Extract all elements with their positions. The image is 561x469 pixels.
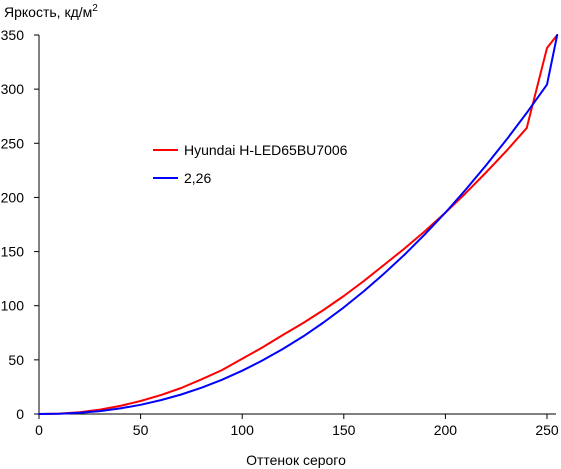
y-tick-label: 50 (8, 352, 24, 368)
x-tick-label: 250 (535, 422, 559, 438)
y-tick-label: 300 (1, 81, 25, 97)
legend-label-1: Hyundai H-LED65BU7006 (184, 142, 348, 158)
legend-label-2: 2,26 (184, 170, 211, 186)
series-line-1 (38, 34, 559, 415)
x-tick-label: 50 (133, 422, 149, 438)
y-axis-title-superscript: 2 (92, 3, 98, 14)
y-tick-label: 250 (1, 135, 25, 151)
x-tick-label: 200 (434, 422, 458, 438)
legend: Hyundai H-LED65BU7006 2,26 (153, 142, 348, 186)
x-axis-title: Оттенок серого (246, 452, 346, 468)
x-tick-label: 150 (332, 422, 356, 438)
y-tick-label: 0 (16, 406, 24, 422)
x-tick-label: 100 (231, 422, 255, 438)
x-tick-label: 0 (35, 422, 43, 438)
series-line-2 (38, 34, 559, 415)
y-tick-label: 350 (1, 27, 25, 43)
y-axis-title: Яркость, кд/м2 (4, 3, 98, 20)
y-tick-label: 200 (1, 189, 25, 205)
y-tick-label: 150 (1, 244, 25, 260)
axes (38, 35, 556, 415)
ticks: 0 50 100 150 200 250 0 50 100 150 200 250 300 350 (1, 27, 559, 438)
y-tick-label: 100 (1, 298, 25, 314)
series-lines (38, 34, 559, 415)
